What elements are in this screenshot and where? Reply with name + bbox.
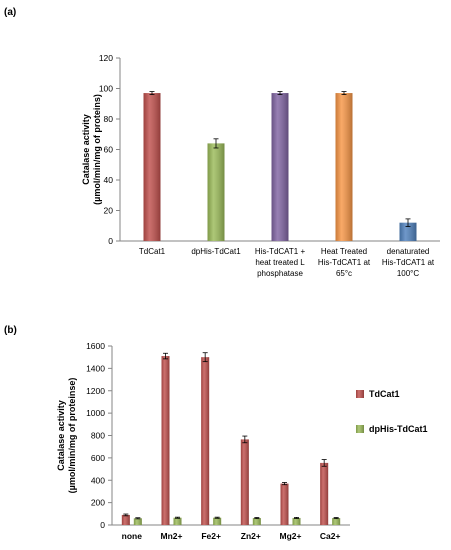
- bar-b-shade: [121, 514, 130, 525]
- legend-swatch-shade: [356, 425, 364, 433]
- bar-a-shade: [335, 93, 353, 241]
- bar-b-shade: [280, 483, 289, 525]
- y-tick-label-b: 600: [91, 453, 105, 463]
- category-label-b: none: [122, 531, 143, 541]
- legend-swatch-shade: [356, 390, 364, 398]
- y-axis-title-line: Catalase activity: [56, 400, 66, 471]
- y-tick-label-b: 1600: [86, 341, 105, 351]
- bar-a-shade: [399, 222, 417, 241]
- bar-a-shade: [143, 93, 161, 241]
- bar-b-shade: [173, 517, 182, 525]
- y-tick-label-a: 120: [99, 53, 113, 63]
- y-tick-label-a: 20: [104, 206, 114, 216]
- y-axis-title-b: Catalase activity(µmol/min/mg of protein…: [56, 378, 77, 494]
- category-label-a: TdCat1: [139, 247, 166, 256]
- chart-b: 0 200 400 600 800 1000 1200 1400 1600 Catalase ac…: [56, 341, 428, 541]
- category-label-a: 100°C: [397, 269, 420, 278]
- bar-b-shade: [201, 357, 210, 525]
- category-label-b: Mn2+: [161, 531, 183, 541]
- category-label-a: 65°c: [336, 269, 352, 278]
- y-tick-label-b: 800: [91, 431, 105, 441]
- y-tick-label-b: 1400: [86, 363, 105, 373]
- legend-label: TdCat1: [369, 389, 400, 399]
- bar-a-shade: [207, 143, 225, 241]
- category-label-a: Heat Treated: [321, 247, 367, 256]
- y-tick-label-b: 1200: [86, 386, 105, 396]
- y-tick-label-b: 400: [91, 475, 105, 485]
- y-axis-title-line: (µmol/min/mg of proteinse): [67, 378, 77, 494]
- bar-b-shade: [240, 439, 249, 525]
- category-label-a: His-TdCAT1 at: [382, 258, 435, 267]
- category-label-a: dpHis-TdCat1: [191, 247, 241, 256]
- y-tick-label-b: 200: [91, 498, 105, 508]
- y-axis-title-a: Catalase activity(µmol/min/mg of protein…: [81, 94, 102, 205]
- chart-a: 0 20 40 60 80 100 120 Catalase activity(µmol/mi…: [81, 53, 440, 278]
- bar-b-shade: [332, 518, 341, 525]
- y-tick-label-b: 0: [100, 520, 105, 530]
- category-label-a: His-TdCAT1 +: [255, 247, 306, 256]
- category-label-a: His-TdCAT1 at: [318, 258, 371, 267]
- bar-b-shade: [320, 462, 329, 525]
- y-tick-label-a: 100: [99, 84, 113, 94]
- y-axis-title-line: (µmol/min/mg of proteins): [92, 94, 102, 205]
- y-axis-title-line: Catalase activity: [81, 114, 91, 185]
- legend-label: dpHis-TdCat1: [369, 424, 428, 434]
- category-label-b: Zn2+: [241, 531, 261, 541]
- y-tick-label-a: 80: [104, 114, 114, 124]
- bar-b-shade: [133, 518, 142, 525]
- category-label-a: phosphatase: [257, 269, 303, 278]
- category-label-b: Mg2+: [280, 531, 302, 541]
- y-tick-label-a: 40: [104, 175, 114, 185]
- bar-b-shade: [213, 517, 222, 525]
- bar-b-shade: [292, 517, 301, 525]
- y-tick-label-a: 60: [104, 145, 114, 155]
- category-label-b: Ca2+: [320, 531, 341, 541]
- panel-a-label: (a): [4, 7, 16, 18]
- category-label-a: heat treated L: [255, 258, 305, 267]
- bar-b-shade: [252, 518, 261, 525]
- bar-b-shade: [161, 356, 170, 525]
- panel-b-label: (b): [4, 325, 17, 336]
- category-label-b: Fe2+: [201, 531, 221, 541]
- y-tick-label-b: 1000: [86, 408, 105, 418]
- y-tick-label-a: 0: [108, 236, 113, 246]
- bar-a-shade: [271, 93, 289, 241]
- category-label-a: denaturated: [387, 247, 430, 256]
